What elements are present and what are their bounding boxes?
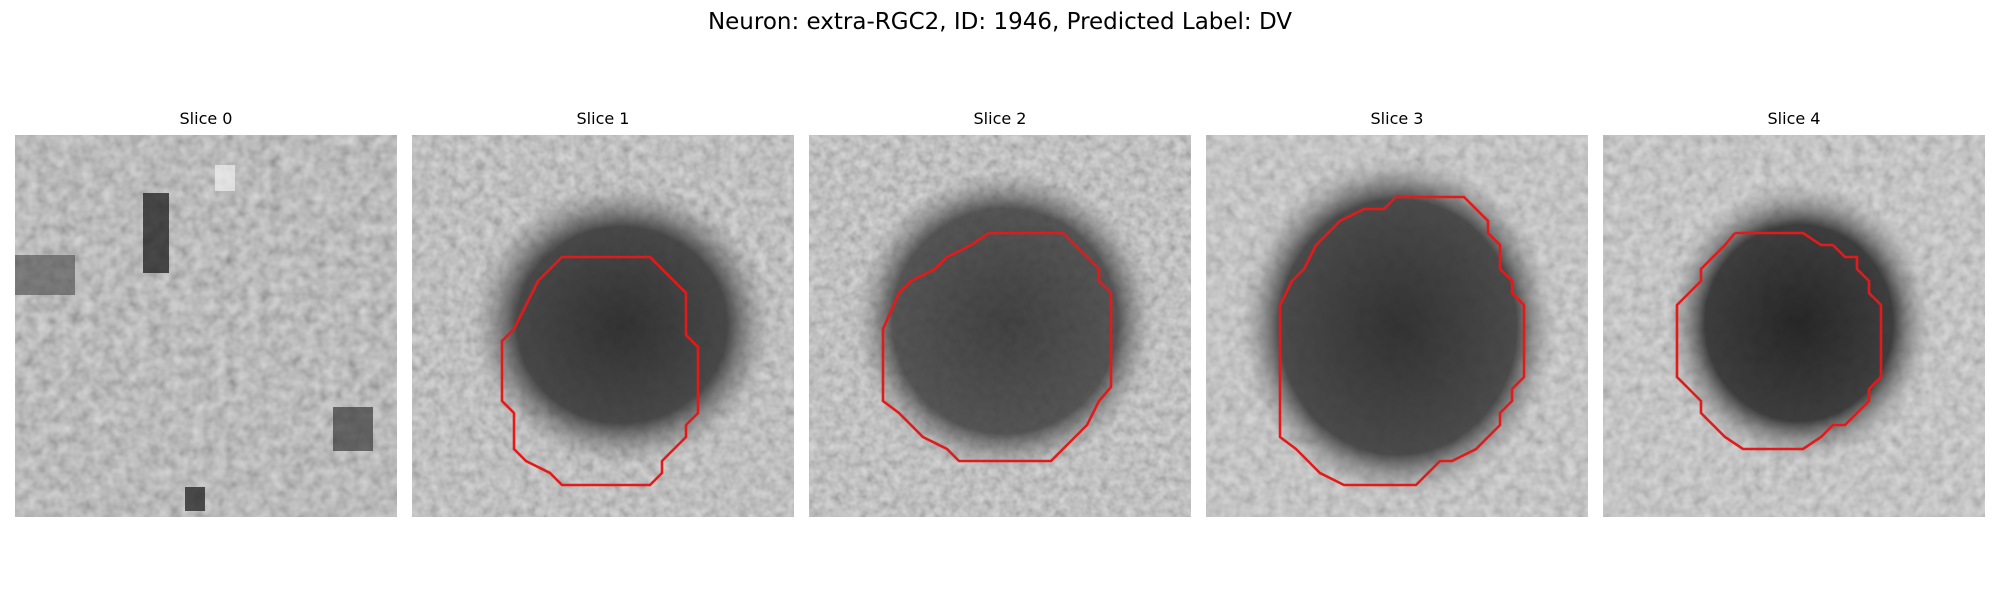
- slice-title: Slice 1: [576, 109, 630, 128]
- slice-title: Slice 2: [973, 109, 1027, 128]
- slice-panel-2: Slice 2: [809, 107, 1191, 517]
- segmentation-contour: [1675, 231, 1883, 451]
- slice-panel-1: Slice 1: [412, 107, 794, 517]
- segmentation-contour: [1278, 195, 1526, 487]
- cell-body: [1240, 157, 1556, 497]
- slice-panel-0: Slice 0: [15, 107, 397, 517]
- slice-image-3: [1206, 135, 1588, 517]
- segmentation-contour: [500, 255, 700, 487]
- slice-title: Slice 0: [179, 109, 233, 128]
- slice-image-0: [15, 135, 397, 517]
- figure-title: Neuron: extra-RGC2, ID: 1946, Predicted …: [707, 9, 1293, 35]
- slice-texture: [15, 135, 397, 517]
- slice-title: Slice 3: [1370, 109, 1424, 128]
- slice-panel-4: Slice 4: [1603, 107, 1985, 517]
- slice-title: Slice 4: [1767, 109, 1821, 128]
- slice-image-2: [809, 135, 1191, 517]
- slice-image-1: [412, 135, 794, 517]
- slice-image-4: [1603, 135, 1985, 517]
- cell-body: [1665, 183, 1933, 463]
- segmentation-contour: [881, 231, 1113, 463]
- slice-panel-3: Slice 3: [1206, 107, 1588, 517]
- cell-body: [855, 171, 1155, 471]
